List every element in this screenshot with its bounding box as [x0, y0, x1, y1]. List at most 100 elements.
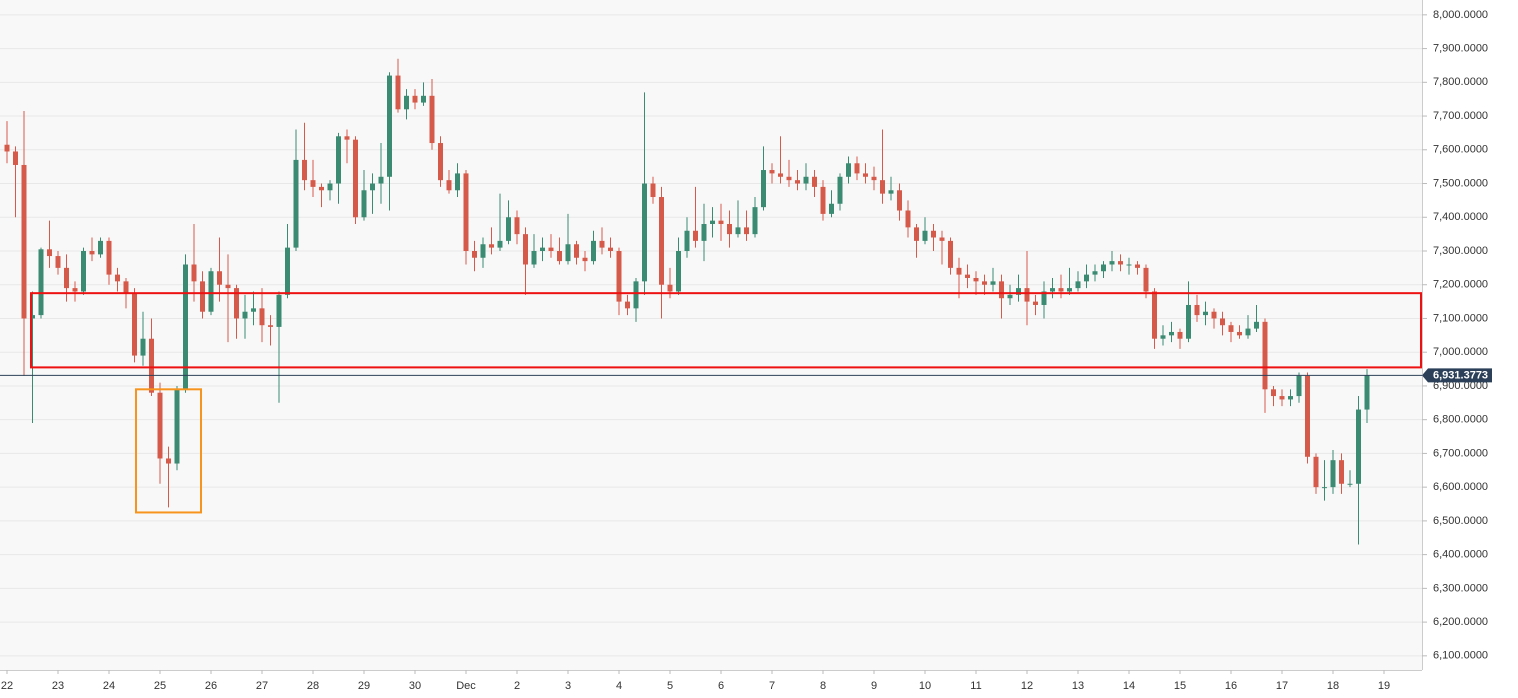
candle-body — [370, 183, 375, 191]
y-tick-label: 6,600.0000 — [1433, 481, 1488, 493]
candle-body — [1313, 456, 1319, 488]
candle-body — [735, 227, 741, 235]
candle-body — [438, 143, 443, 181]
candle-body — [642, 183, 647, 282]
candle-body — [480, 244, 486, 258]
candle-body — [710, 220, 715, 225]
candle-body — [871, 176, 877, 181]
x-tick-label: 17 — [1276, 680, 1288, 692]
candle-body — [905, 210, 911, 228]
candle-body — [778, 173, 783, 177]
candle-body — [1118, 261, 1123, 265]
x-tick-label: 18 — [1327, 680, 1339, 692]
candle-body — [285, 247, 290, 295]
candle-body — [140, 338, 146, 356]
candle-body — [200, 281, 205, 312]
candle-body — [1262, 321, 1268, 390]
x-tick-label: Dec — [456, 680, 476, 692]
candle-body — [888, 190, 894, 194]
y-tick-label: 6,300.0000 — [1433, 582, 1488, 594]
candle-body — [548, 247, 554, 251]
candle-body — [1101, 264, 1106, 272]
candle-body — [599, 240, 605, 248]
x-tick-label: 5 — [667, 680, 673, 692]
candle-body — [922, 230, 928, 241]
x-tick-label: 25 — [154, 680, 166, 692]
y-tick-label: 6,400.0000 — [1433, 549, 1488, 561]
candle-body — [1220, 318, 1225, 326]
candle-body — [98, 240, 103, 255]
candle-body — [803, 176, 809, 184]
candle-body — [769, 170, 775, 174]
candle-body — [89, 250, 95, 255]
candle-body — [395, 75, 401, 110]
candle-body — [1177, 331, 1183, 339]
candle-body — [13, 151, 18, 165]
x-tick-label: 7 — [769, 680, 775, 692]
x-tick-label: 3 — [565, 680, 571, 692]
y-tick-label: 6,700.0000 — [1433, 447, 1488, 459]
candle-body — [540, 247, 545, 251]
candle-body — [38, 249, 44, 316]
candle-body — [1007, 294, 1013, 299]
candle-body — [931, 230, 936, 238]
y-tick-label: 8,000.0000 — [1433, 9, 1488, 21]
y-tick-label: 7,000.0000 — [1433, 346, 1488, 358]
candle-body — [378, 176, 384, 184]
x-tick-label: 27 — [256, 680, 268, 692]
y-tick-label: 7,400.0000 — [1433, 211, 1488, 223]
candle-body — [1279, 396, 1285, 400]
overlays — [0, 292, 1422, 514]
candle-body — [506, 217, 511, 241]
candle-body — [1347, 483, 1353, 485]
candle-body — [914, 227, 919, 241]
candle-body — [1092, 271, 1098, 275]
candle-body — [276, 294, 282, 327]
candle-body — [557, 250, 562, 262]
candle-body — [1330, 460, 1336, 488]
candle-body — [251, 308, 256, 312]
candle-body — [1084, 274, 1089, 282]
candle-body — [149, 338, 154, 393]
candle-body — [225, 284, 231, 289]
candle-body — [1024, 288, 1030, 302]
candle-body — [795, 180, 800, 184]
candle-body — [812, 176, 817, 187]
x-tick-label: 29 — [358, 680, 370, 692]
y-tick-label: 6,500.0000 — [1433, 515, 1488, 527]
candle-body — [302, 159, 307, 181]
x-tick-label: 30 — [409, 680, 421, 692]
candle-body — [489, 244, 494, 248]
y-tick-label: 7,200.0000 — [1433, 279, 1488, 291]
candle-body — [1109, 261, 1115, 265]
candle-body — [591, 240, 596, 262]
candle-body — [718, 220, 724, 225]
candle-body — [1228, 325, 1234, 332]
x-tick-label: 15 — [1174, 680, 1186, 692]
candle-body — [633, 281, 639, 309]
candle-body — [429, 95, 435, 144]
candle-body — [157, 392, 163, 459]
candle-body — [208, 271, 214, 312]
candle-body — [455, 173, 460, 191]
x-tick-label: 22 — [1, 680, 13, 692]
candle-body — [897, 190, 902, 211]
x-tick-label: 23 — [52, 680, 64, 692]
candle-body — [268, 325, 273, 327]
candle-body — [727, 224, 732, 235]
x-tick-label: 13 — [1072, 680, 1084, 692]
candle-body — [1075, 281, 1081, 289]
candle-body — [1169, 331, 1174, 336]
candle-body — [183, 264, 188, 390]
candle-body — [1067, 288, 1072, 292]
candle-body — [191, 264, 197, 282]
candle-body — [854, 163, 860, 174]
candle-body — [1041, 291, 1047, 305]
candle-body — [1050, 288, 1055, 292]
candle-body — [310, 180, 316, 187]
candle-body — [472, 250, 477, 258]
candle-body — [1016, 288, 1021, 295]
candle-body — [1245, 328, 1251, 336]
candle-body — [701, 224, 707, 241]
candle-body — [497, 240, 503, 248]
